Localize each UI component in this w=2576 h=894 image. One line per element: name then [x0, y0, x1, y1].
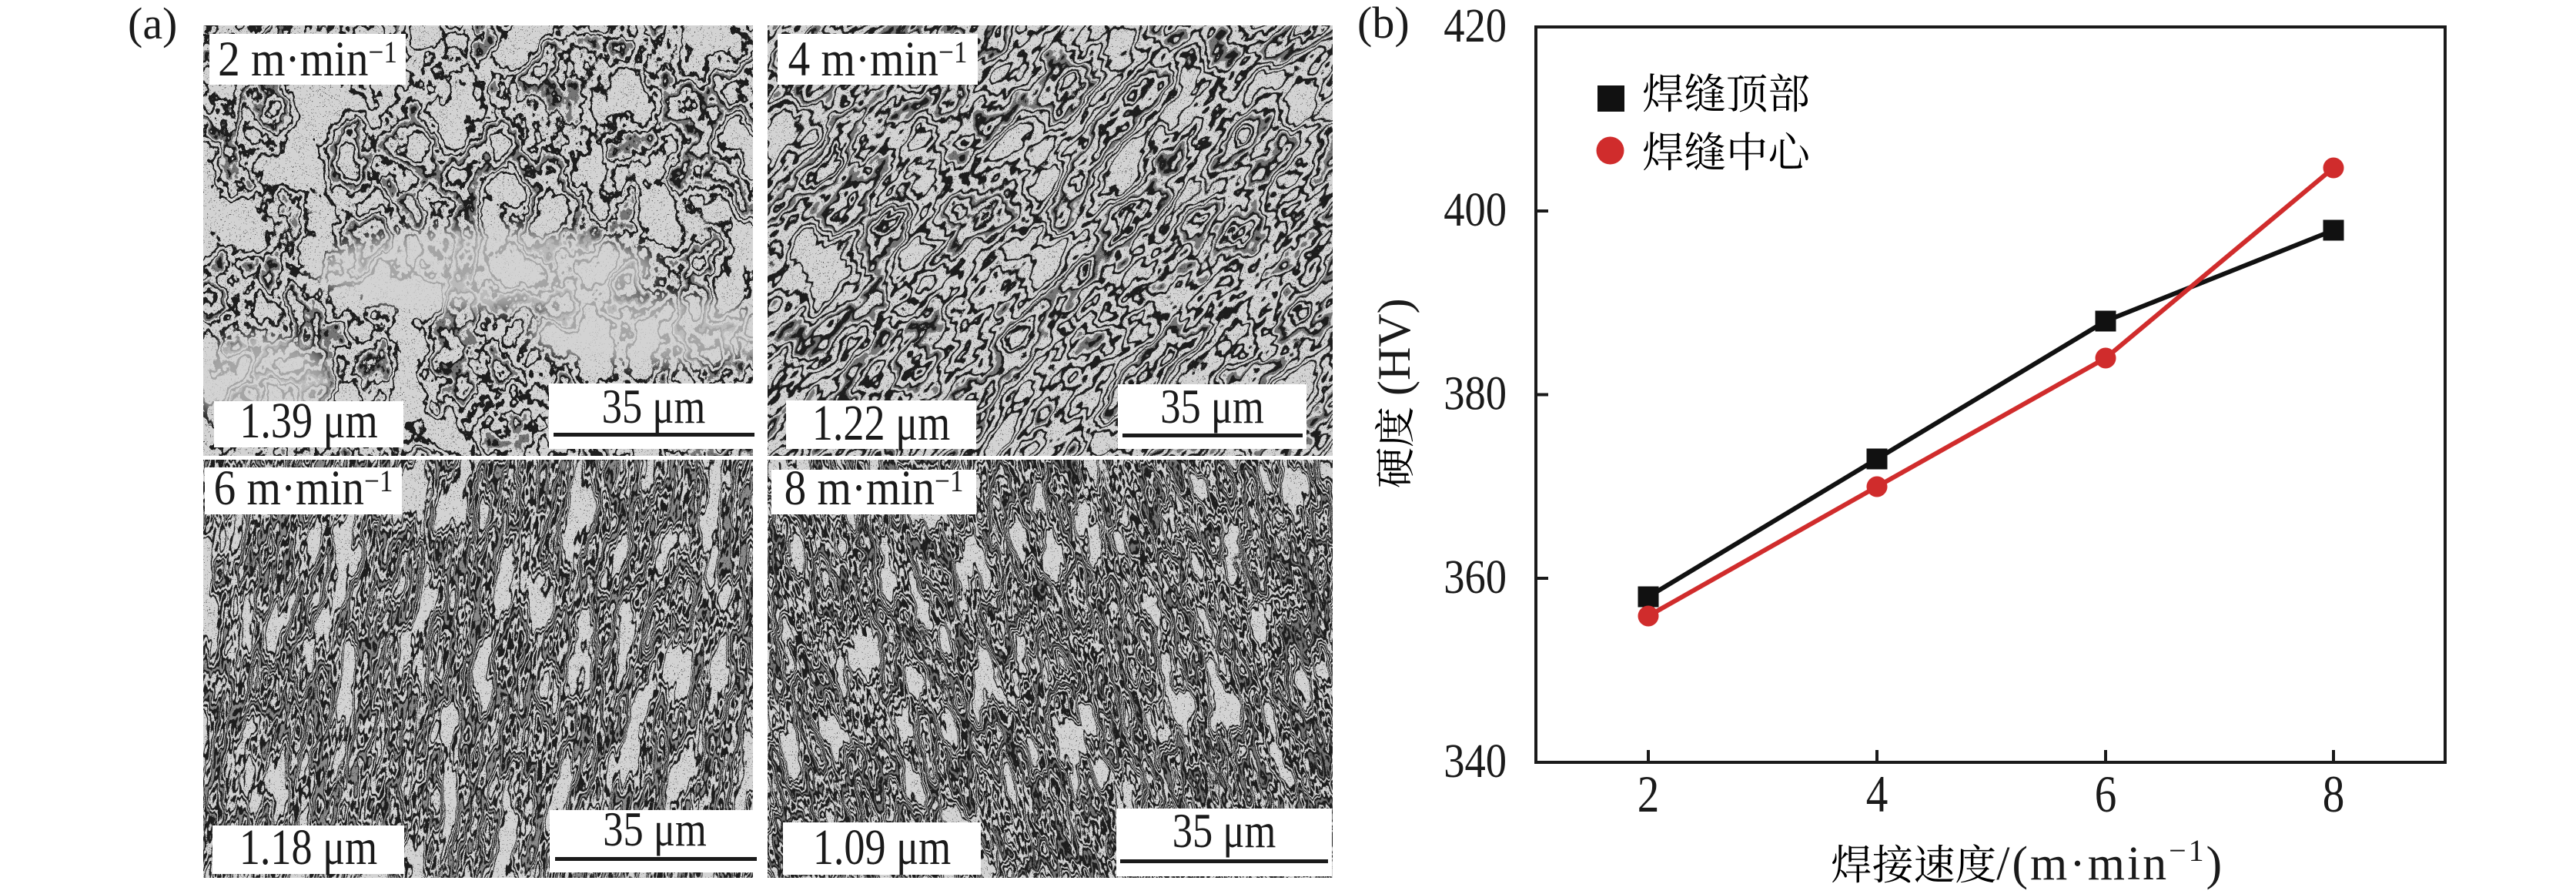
svg-text:/(m·min−1): /(m·min−1)	[1996, 833, 2222, 890]
svg-text:4: 4	[1866, 765, 1889, 823]
svg-text:2: 2	[1638, 765, 1660, 823]
svg-text:420: 420	[1444, 0, 1507, 52]
svg-text:1.18 μm: 1.18 μm	[239, 819, 377, 876]
svg-text:8: 8	[2323, 765, 2345, 823]
svg-text:380: 380	[1444, 367, 1507, 420]
svg-text:1.22 μm: 1.22 μm	[812, 395, 950, 451]
svg-text:6 m·min−1: 6 m·min−1	[214, 460, 393, 516]
svg-text:1.39 μm: 1.39 μm	[239, 393, 377, 449]
svg-text:35 μm: 35 μm	[1160, 379, 1264, 434]
svg-text:35 μm: 35 μm	[1173, 803, 1276, 858]
svg-text:6: 6	[2095, 765, 2117, 823]
svg-text:400: 400	[1444, 183, 1507, 236]
svg-text:(HV): (HV)	[1369, 298, 1420, 396]
svg-text:35 μm: 35 μm	[603, 802, 707, 856]
svg-text:8 m·min−1: 8 m·min−1	[785, 460, 964, 516]
svg-text:35 μm: 35 μm	[602, 379, 706, 434]
svg-text:360: 360	[1444, 551, 1507, 604]
svg-text:1.09 μm: 1.09 μm	[813, 819, 951, 876]
svg-text:(b): (b)	[1357, 0, 1410, 48]
svg-text:340: 340	[1444, 735, 1507, 788]
svg-text:2 m·min−1: 2 m·min−1	[218, 32, 397, 87]
svg-text:4 m·min−1: 4 m·min−1	[788, 32, 968, 87]
svg-text:(a): (a)	[128, 0, 177, 49]
